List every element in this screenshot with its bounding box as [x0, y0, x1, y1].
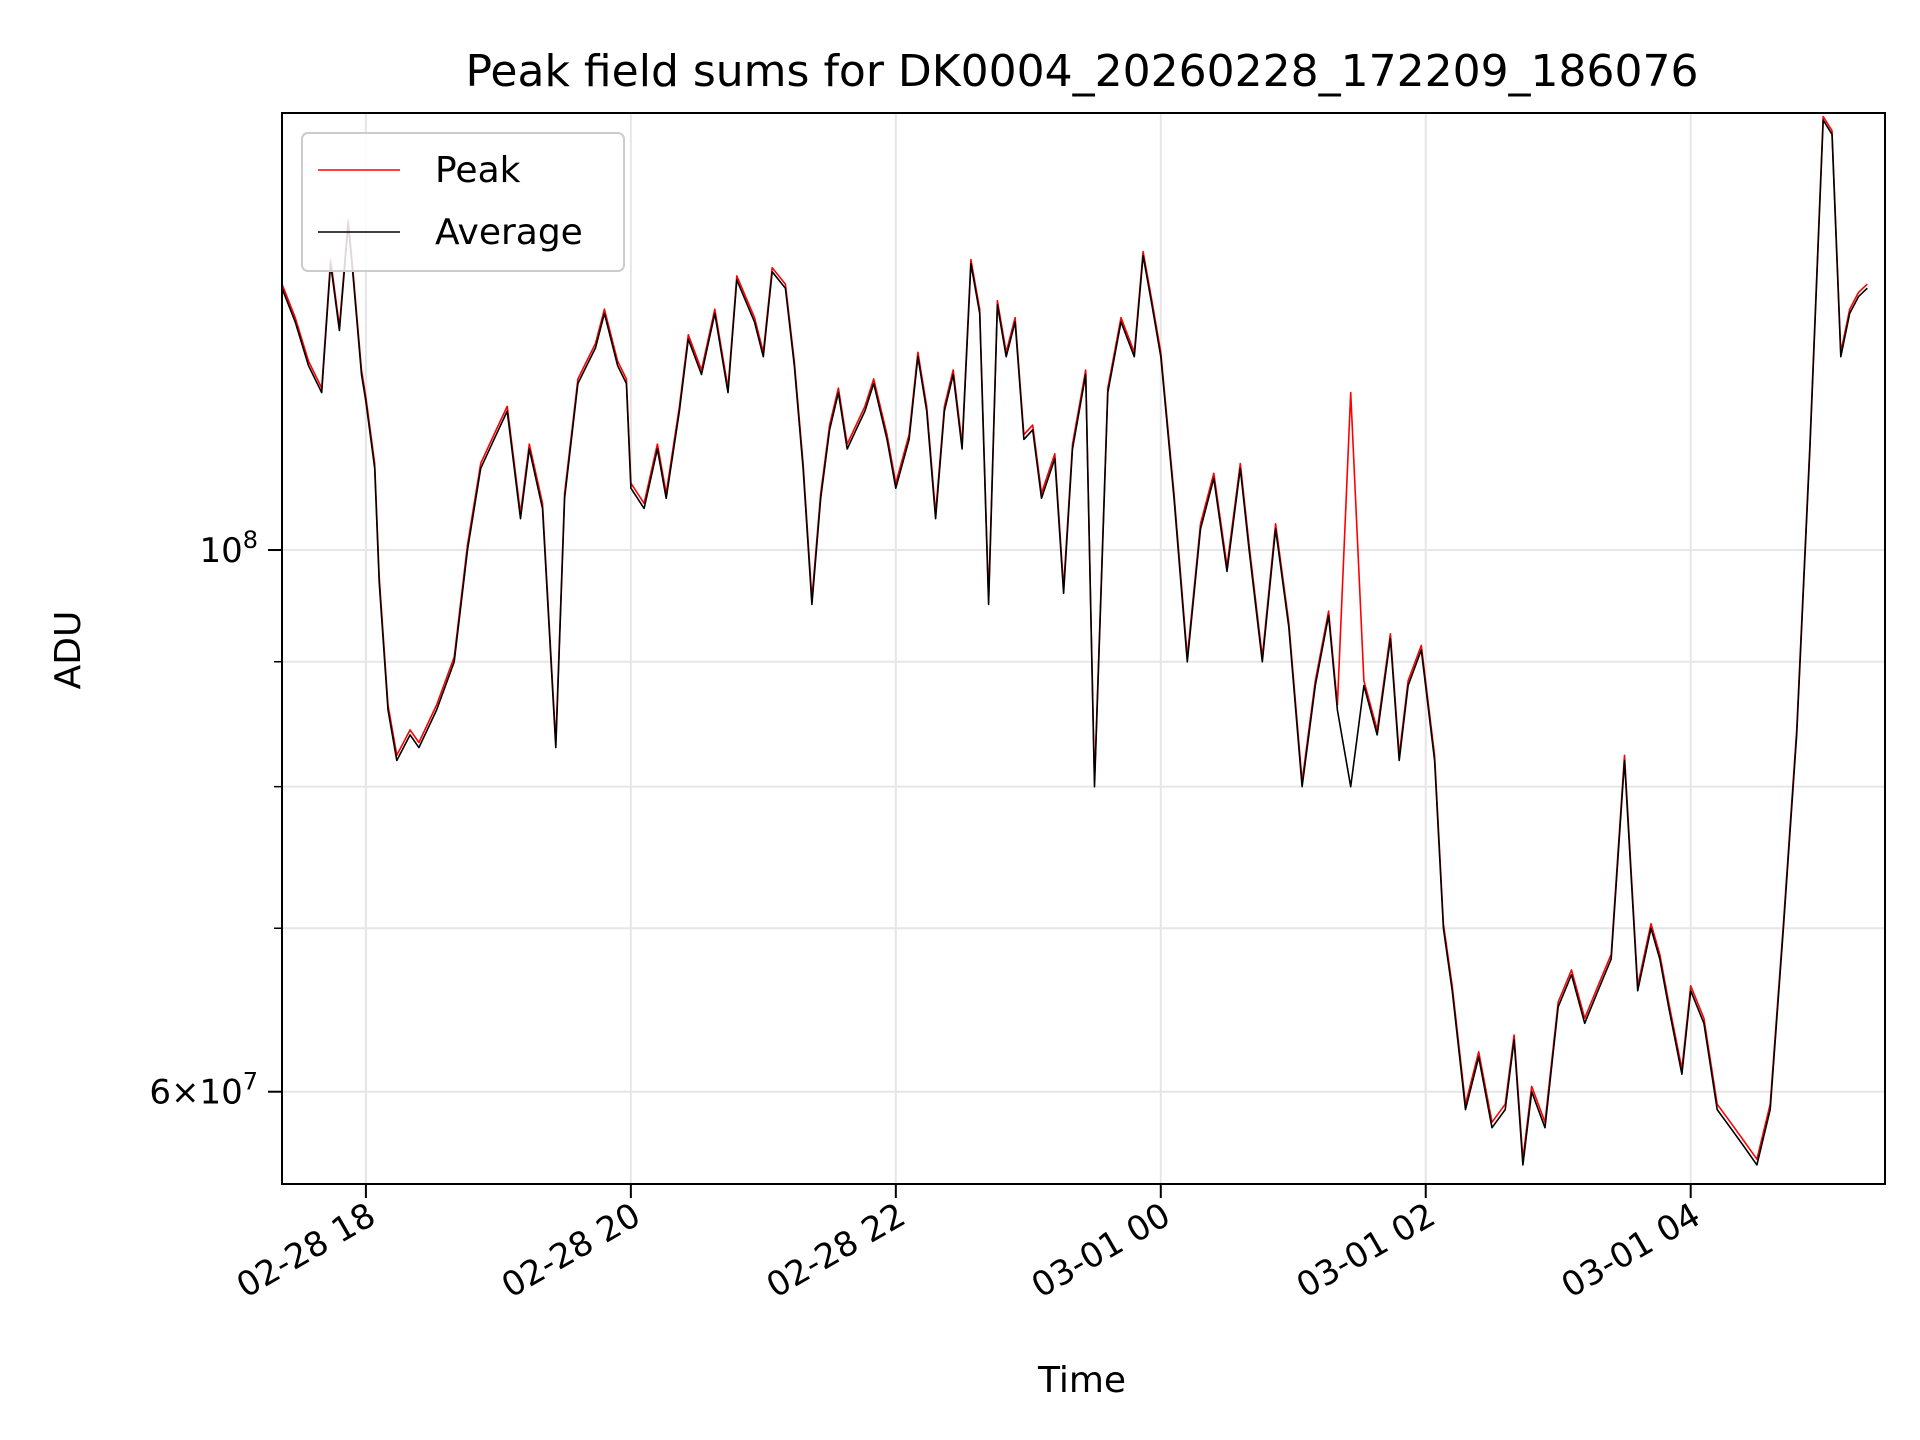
grid: [282, 113, 1885, 1184]
legend-label-average: Average: [435, 212, 583, 253]
y-axis-label: ADU: [48, 611, 89, 690]
series-group: [281, 115, 1868, 1166]
y-tick-label: 6×107: [149, 1068, 258, 1113]
chart-title: Peak field sums for DK0004_20260228_1722…: [465, 46, 1698, 97]
x-axis-label: Time: [1037, 1360, 1126, 1401]
legend-box: [301, 132, 625, 272]
series-line-average: [281, 119, 1868, 1166]
legend: Peak Average: [301, 132, 625, 272]
plot-frame: [281, 112, 1886, 1185]
legend-label-peak: Peak: [435, 150, 521, 191]
